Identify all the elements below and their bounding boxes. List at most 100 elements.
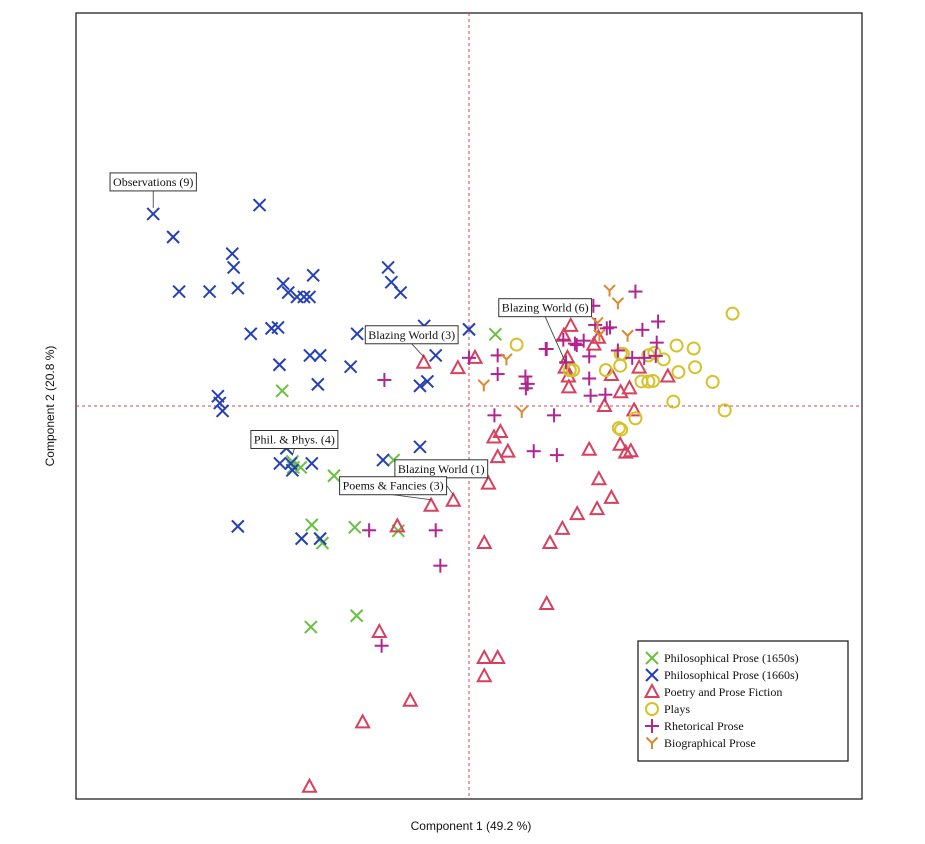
data-point-series-5	[374, 638, 389, 653]
data-point-series-1	[348, 520, 362, 535]
data-point-series-2	[172, 284, 186, 299]
data-point-series-2	[252, 198, 267, 212]
data-point-series-6	[500, 353, 513, 366]
data-point-series-5	[362, 523, 377, 538]
data-point-series-4	[666, 394, 681, 409]
data-point-series-3	[445, 491, 462, 507]
data-point-series-2	[302, 290, 317, 304]
data-point-series-3	[492, 422, 509, 439]
legend-box	[637, 640, 849, 762]
data-point-series-2	[294, 531, 309, 546]
data-point-series-5	[637, 350, 652, 365]
data-point-series-3	[590, 328, 607, 344]
data-point-series-5	[635, 322, 650, 337]
data-point-series-3	[554, 519, 571, 535]
data-point-series-2	[413, 379, 427, 393]
data-point-series-1	[305, 518, 319, 532]
data-point-series-2	[313, 348, 327, 363]
data-point-series-2	[271, 320, 285, 335]
data-point-series-5	[603, 320, 618, 335]
data-point-series-4	[509, 337, 524, 352]
data-point-series-2	[303, 348, 317, 363]
annotation-label: Observations (9)	[113, 175, 193, 189]
data-point-series-2	[281, 285, 295, 300]
data-point-series-5	[598, 387, 613, 402]
data-point-series-4	[671, 365, 686, 380]
legend-label: Poetry and Prose Fiction	[664, 685, 782, 699]
data-point-series-5	[648, 348, 663, 363]
data-point-series-2	[413, 440, 427, 454]
data-point-series-4	[611, 421, 626, 436]
data-point-series-3	[489, 648, 506, 665]
data-point-series-5	[649, 335, 664, 350]
data-point-series-3	[422, 496, 440, 512]
legend-label: Rhetorical Prose	[664, 719, 744, 733]
annotation-label: Blazing World (6)	[502, 301, 589, 315]
legend-label: Philosophical Prose (1650s)	[664, 651, 799, 665]
data-point-series-3	[476, 533, 493, 550]
legend-label: Plays	[664, 702, 690, 716]
data-point-series-3	[476, 667, 493, 683]
data-point-series-3	[581, 440, 598, 456]
data-point-series-1	[293, 460, 308, 475]
data-point-series-2	[146, 207, 160, 221]
data-point-series-5	[490, 367, 505, 382]
data-point-series-5	[567, 336, 582, 351]
data-point-series-5	[377, 372, 392, 387]
data-point-series-3	[480, 474, 497, 490]
data-point-series-5	[538, 342, 553, 357]
annotation-callout: Poems & Fancies (3)	[339, 476, 448, 501]
data-point-series-2	[244, 327, 258, 341]
data-point-series-3	[476, 648, 493, 665]
data-point-series-3	[541, 533, 559, 550]
data-point-series-6	[591, 316, 604, 329]
data-point-series-2	[231, 519, 245, 534]
data-point-series-6	[611, 297, 625, 310]
annotation-label: Poems & Fancies (3)	[343, 479, 444, 493]
data-point-series-3	[301, 777, 318, 793]
data-point-series-4	[628, 411, 643, 426]
data-point-series-5	[576, 333, 591, 348]
data-point-series-3	[538, 594, 555, 610]
data-point-series-6	[621, 329, 634, 342]
data-point-series-5	[582, 371, 597, 386]
data-point-series-5	[583, 388, 598, 403]
data-point-series-3	[612, 435, 629, 451]
data-point-series-4	[686, 341, 701, 356]
legend-marker-3	[643, 682, 661, 698]
data-point-series-3	[603, 488, 620, 504]
data-point-series-5	[610, 343, 625, 358]
annotation-leader	[544, 316, 566, 362]
data-point-series-4	[646, 373, 661, 388]
data-point-series-4	[725, 306, 740, 321]
data-point-series-2	[429, 348, 443, 363]
data-point-series-2	[273, 456, 287, 471]
data-point-series-5	[625, 350, 640, 365]
data-point-series-1	[488, 327, 503, 341]
annotation-label: Phil. & Phys. (4)	[254, 433, 335, 447]
data-point-series-2	[381, 260, 395, 275]
data-point-series-2	[272, 358, 287, 372]
data-point-series-3	[603, 365, 620, 382]
data-point-series-5	[549, 448, 564, 463]
data-point-series-5	[547, 408, 562, 423]
data-point-series-2	[462, 322, 476, 337]
data-point-series-2	[306, 268, 320, 283]
legend-label: Philosophical Prose (1660s)	[664, 668, 799, 682]
point-annotations: Observations (9) Blazing World (3) Blazing…	[109, 172, 593, 501]
data-point-series-3	[659, 367, 676, 383]
data-point-series-4	[688, 360, 703, 375]
data-point-series-5	[428, 523, 443, 538]
data-point-series-1	[304, 620, 318, 634]
data-points	[146, 198, 740, 793]
data-point-series-4	[669, 338, 684, 353]
data-point-series-3	[630, 358, 648, 374]
annotation-leader	[393, 494, 432, 501]
legend: Philosophical Prose (1650s) Philosophical…	[637, 640, 849, 762]
data-point-series-4	[641, 374, 656, 389]
data-point-series-1	[327, 469, 341, 483]
data-point-series-5	[487, 408, 502, 423]
legend-marker-2	[645, 668, 659, 682]
annotation-callout: Phil. & Phys. (4)	[250, 430, 339, 456]
